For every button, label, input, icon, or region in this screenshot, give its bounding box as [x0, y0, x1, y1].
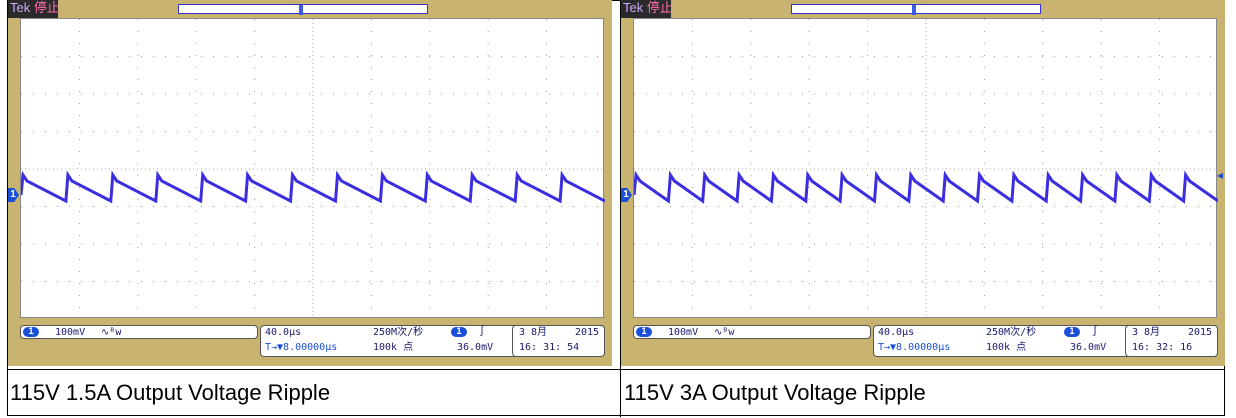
clock-time: 16: 31: 54 — [519, 342, 580, 353]
graticule — [633, 18, 1218, 319]
status-bar — [8, 0, 58, 18]
horizontal-delay: T→▼8.00000µs — [878, 342, 951, 353]
record-view-bar — [791, 4, 1041, 15]
volts-per-div: 100mV — [668, 327, 699, 338]
acquisition-status: 停止 — [646, 0, 673, 15]
record-position-marker — [912, 5, 916, 15]
date-day: 3 8月 — [519, 327, 548, 338]
record-view-bar — [178, 4, 428, 15]
readout-bar: 1 100mV ∿ᴮw 40.0µs T→▼8.00000µs 250M次/秒 … — [633, 323, 1218, 359]
channel-readout: 1 100mV ∿ᴮw — [633, 325, 871, 339]
waveform-display — [21, 19, 605, 319]
status-bar — [621, 0, 671, 18]
oscilloscope-screen-1: Tek 停止 T 1 1 100mV ∿ᴮw 40.0µs T→▼8.00000… — [8, 0, 612, 366]
trigger-slope-icon: ∫ — [479, 326, 486, 337]
channel-1-ground-marker: 1 — [8, 188, 19, 202]
channel-readout: 1 100mV ∿ᴮw — [20, 325, 258, 339]
trigger-slope-icon: ∫ — [1092, 326, 1099, 337]
trigger-level-arrow-icon: ◂ — [1216, 168, 1223, 182]
sample-rate: 250M次/秒 — [986, 327, 1037, 338]
horizontal-delay: T→▼8.00000µs — [265, 342, 338, 353]
channel-1-ground-marker: 1 — [621, 188, 632, 202]
record-length: 100k 点 — [986, 342, 1027, 353]
brand-logo: Tek — [10, 0, 31, 15]
trigger-source-badge: 1 — [451, 327, 467, 337]
acquisition-status: 停止 — [33, 0, 60, 15]
trigger-level: 36.0mV — [1070, 342, 1107, 353]
column-divider — [620, 1, 621, 417]
graticule — [20, 18, 605, 319]
row-divider — [8, 369, 1224, 370]
channel-badge: 1 — [23, 327, 39, 337]
channel-badge: 1 — [636, 327, 652, 337]
brand-logo: Tek — [623, 0, 644, 15]
datetime-readout: 3 8月 2015 16: 32: 16 — [1125, 325, 1218, 357]
date-year: 2015 — [575, 327, 600, 338]
record-position-marker — [299, 5, 303, 15]
status-label: Tek 停止 — [623, 0, 673, 16]
bandwidth-icon: ∿ᴮw — [101, 327, 122, 338]
status-label: Tek 停止 — [10, 0, 60, 16]
time-per-div: 40.0µs — [878, 327, 915, 338]
time-per-div: 40.0µs — [265, 327, 302, 338]
sample-rate: 250M次/秒 — [373, 327, 424, 338]
clock-time: 16: 32: 16 — [1132, 342, 1193, 353]
volts-per-div: 100mV — [55, 327, 86, 338]
caption-2: 115V 3A Output Voltage Ripple — [624, 380, 926, 405]
waveform-display — [634, 19, 1218, 319]
ripple-trace — [21, 170, 605, 204]
trigger-source-badge: 1 — [1064, 327, 1080, 337]
record-length: 100k 点 — [373, 342, 414, 353]
trigger-level: 36.0mV — [457, 342, 494, 353]
oscilloscope-screen-2: Tek 停止 T 1 ◂ 1 100mV ∿ᴮw 40.0µs T→▼8.000… — [621, 0, 1225, 366]
caption-1: 115V 1.5A Output Voltage Ripple — [10, 380, 331, 405]
date-year: 2015 — [1188, 327, 1213, 338]
readout-bar: 1 100mV ∿ᴮw 40.0µs T→▼8.00000µs 250M次/秒 … — [20, 323, 605, 359]
date-day: 3 8月 — [1132, 327, 1161, 338]
datetime-readout: 3 8月 2015 16: 31: 54 — [512, 325, 605, 357]
bandwidth-icon: ∿ᴮw — [714, 327, 735, 338]
ripple-trace — [634, 170, 1218, 204]
